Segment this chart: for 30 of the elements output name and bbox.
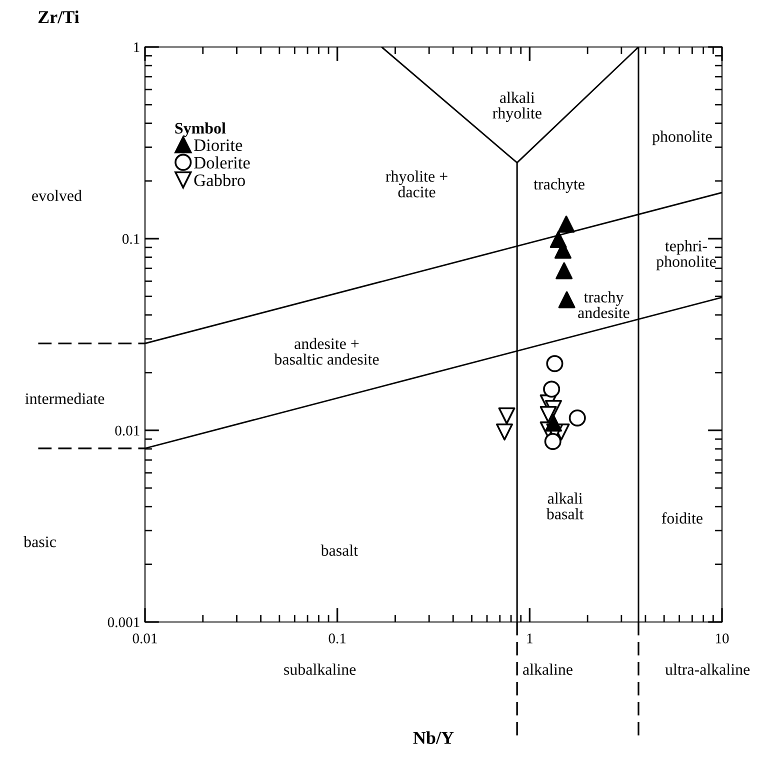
y-tick-label: 0.01 xyxy=(115,426,140,436)
annotation: alkali rhyolite xyxy=(492,92,542,122)
legend-title: Symbol xyxy=(175,122,226,137)
x-axis-title: Nb/Y xyxy=(413,731,454,744)
annotation: foidite xyxy=(662,512,702,524)
x-tick-label: 1 xyxy=(527,634,532,644)
legend-label: Gabbro xyxy=(194,174,245,186)
x-tick-label: 0.1 xyxy=(328,634,346,644)
text: evolved xyxy=(32,190,82,202)
y-axis-title: Zr/Ti xyxy=(38,10,80,24)
y-tick-label: 0.001 xyxy=(108,617,140,628)
text: basic xyxy=(24,536,56,548)
text: subalkaline xyxy=(284,664,356,675)
x-tick-label: 0.01 xyxy=(132,634,157,644)
annotation: trachy andesite xyxy=(578,291,630,318)
annotation: alkali basalt xyxy=(546,492,584,520)
annotation: rhyolite + dacite xyxy=(386,170,448,198)
annotation: phonolite xyxy=(652,130,712,146)
text: ultra-alkaline xyxy=(665,664,750,675)
annotation: basalt xyxy=(320,544,358,556)
text: intermediate xyxy=(25,392,104,404)
y-tick-label: 0.1 xyxy=(122,234,140,244)
legend-label: Dolerite xyxy=(194,156,250,169)
annotation: tephri- phonolite xyxy=(656,240,716,270)
annotation: trachyte xyxy=(534,178,584,193)
x-tick-label: 10 xyxy=(716,634,729,644)
legend-label: Diorite xyxy=(194,139,242,151)
y-tick-label: 1 xyxy=(134,42,140,52)
annotation: andesite + basaltic andesite xyxy=(274,338,379,365)
text: alkaline xyxy=(523,664,572,675)
